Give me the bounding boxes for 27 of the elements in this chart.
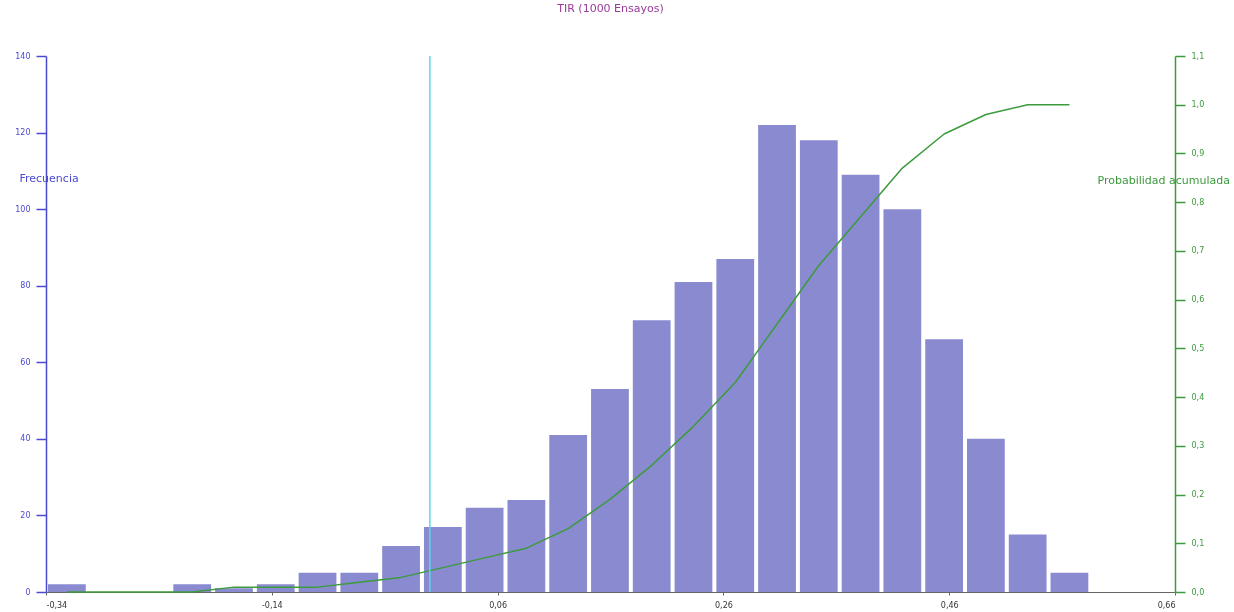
y2-tick-label: 0,4 <box>1191 392 1205 402</box>
y2-tick-label: 0,5 <box>1191 343 1205 353</box>
x-tick-label: 0,46 <box>940 600 959 610</box>
y2-tick-label: 0,0 <box>1191 587 1205 597</box>
x-tick-label: 0,26 <box>714 600 733 610</box>
x-tick-label: -0,34 <box>46 600 68 610</box>
y2-tick-label: 0,2 <box>1191 490 1205 500</box>
y2-tick-label: 0,1 <box>1191 538 1205 548</box>
x-tick-label: -0,14 <box>261 600 283 610</box>
y2-tick-label: 0,3 <box>1191 441 1205 451</box>
y-tick-label: 100 <box>15 204 31 214</box>
y-tick-label: 80 <box>20 281 31 291</box>
y-tick-label: 40 <box>20 434 31 444</box>
chart-title: TIR (1000 Ensayos) <box>556 2 664 15</box>
y-tick-label: 0 <box>25 587 31 597</box>
y-tick-label: 140 <box>15 51 31 61</box>
y2-tick-label: 0,7 <box>1191 246 1205 256</box>
y2-tick-label: 0,8 <box>1191 197 1205 207</box>
y-tick-label: 60 <box>20 357 31 367</box>
y2-tick-label: 0,9 <box>1191 148 1205 158</box>
y-tick-label: 120 <box>15 128 31 138</box>
y2-tick-label: 1,0 <box>1191 100 1205 110</box>
x-tick-label: 0,66 <box>1157 600 1176 610</box>
y-tick-label: 20 <box>20 510 31 520</box>
y2-tick-label: 1,1 <box>1191 51 1205 61</box>
x-tick-label: 0,06 <box>489 600 508 610</box>
y2-tick-label: 0,6 <box>1191 295 1205 305</box>
